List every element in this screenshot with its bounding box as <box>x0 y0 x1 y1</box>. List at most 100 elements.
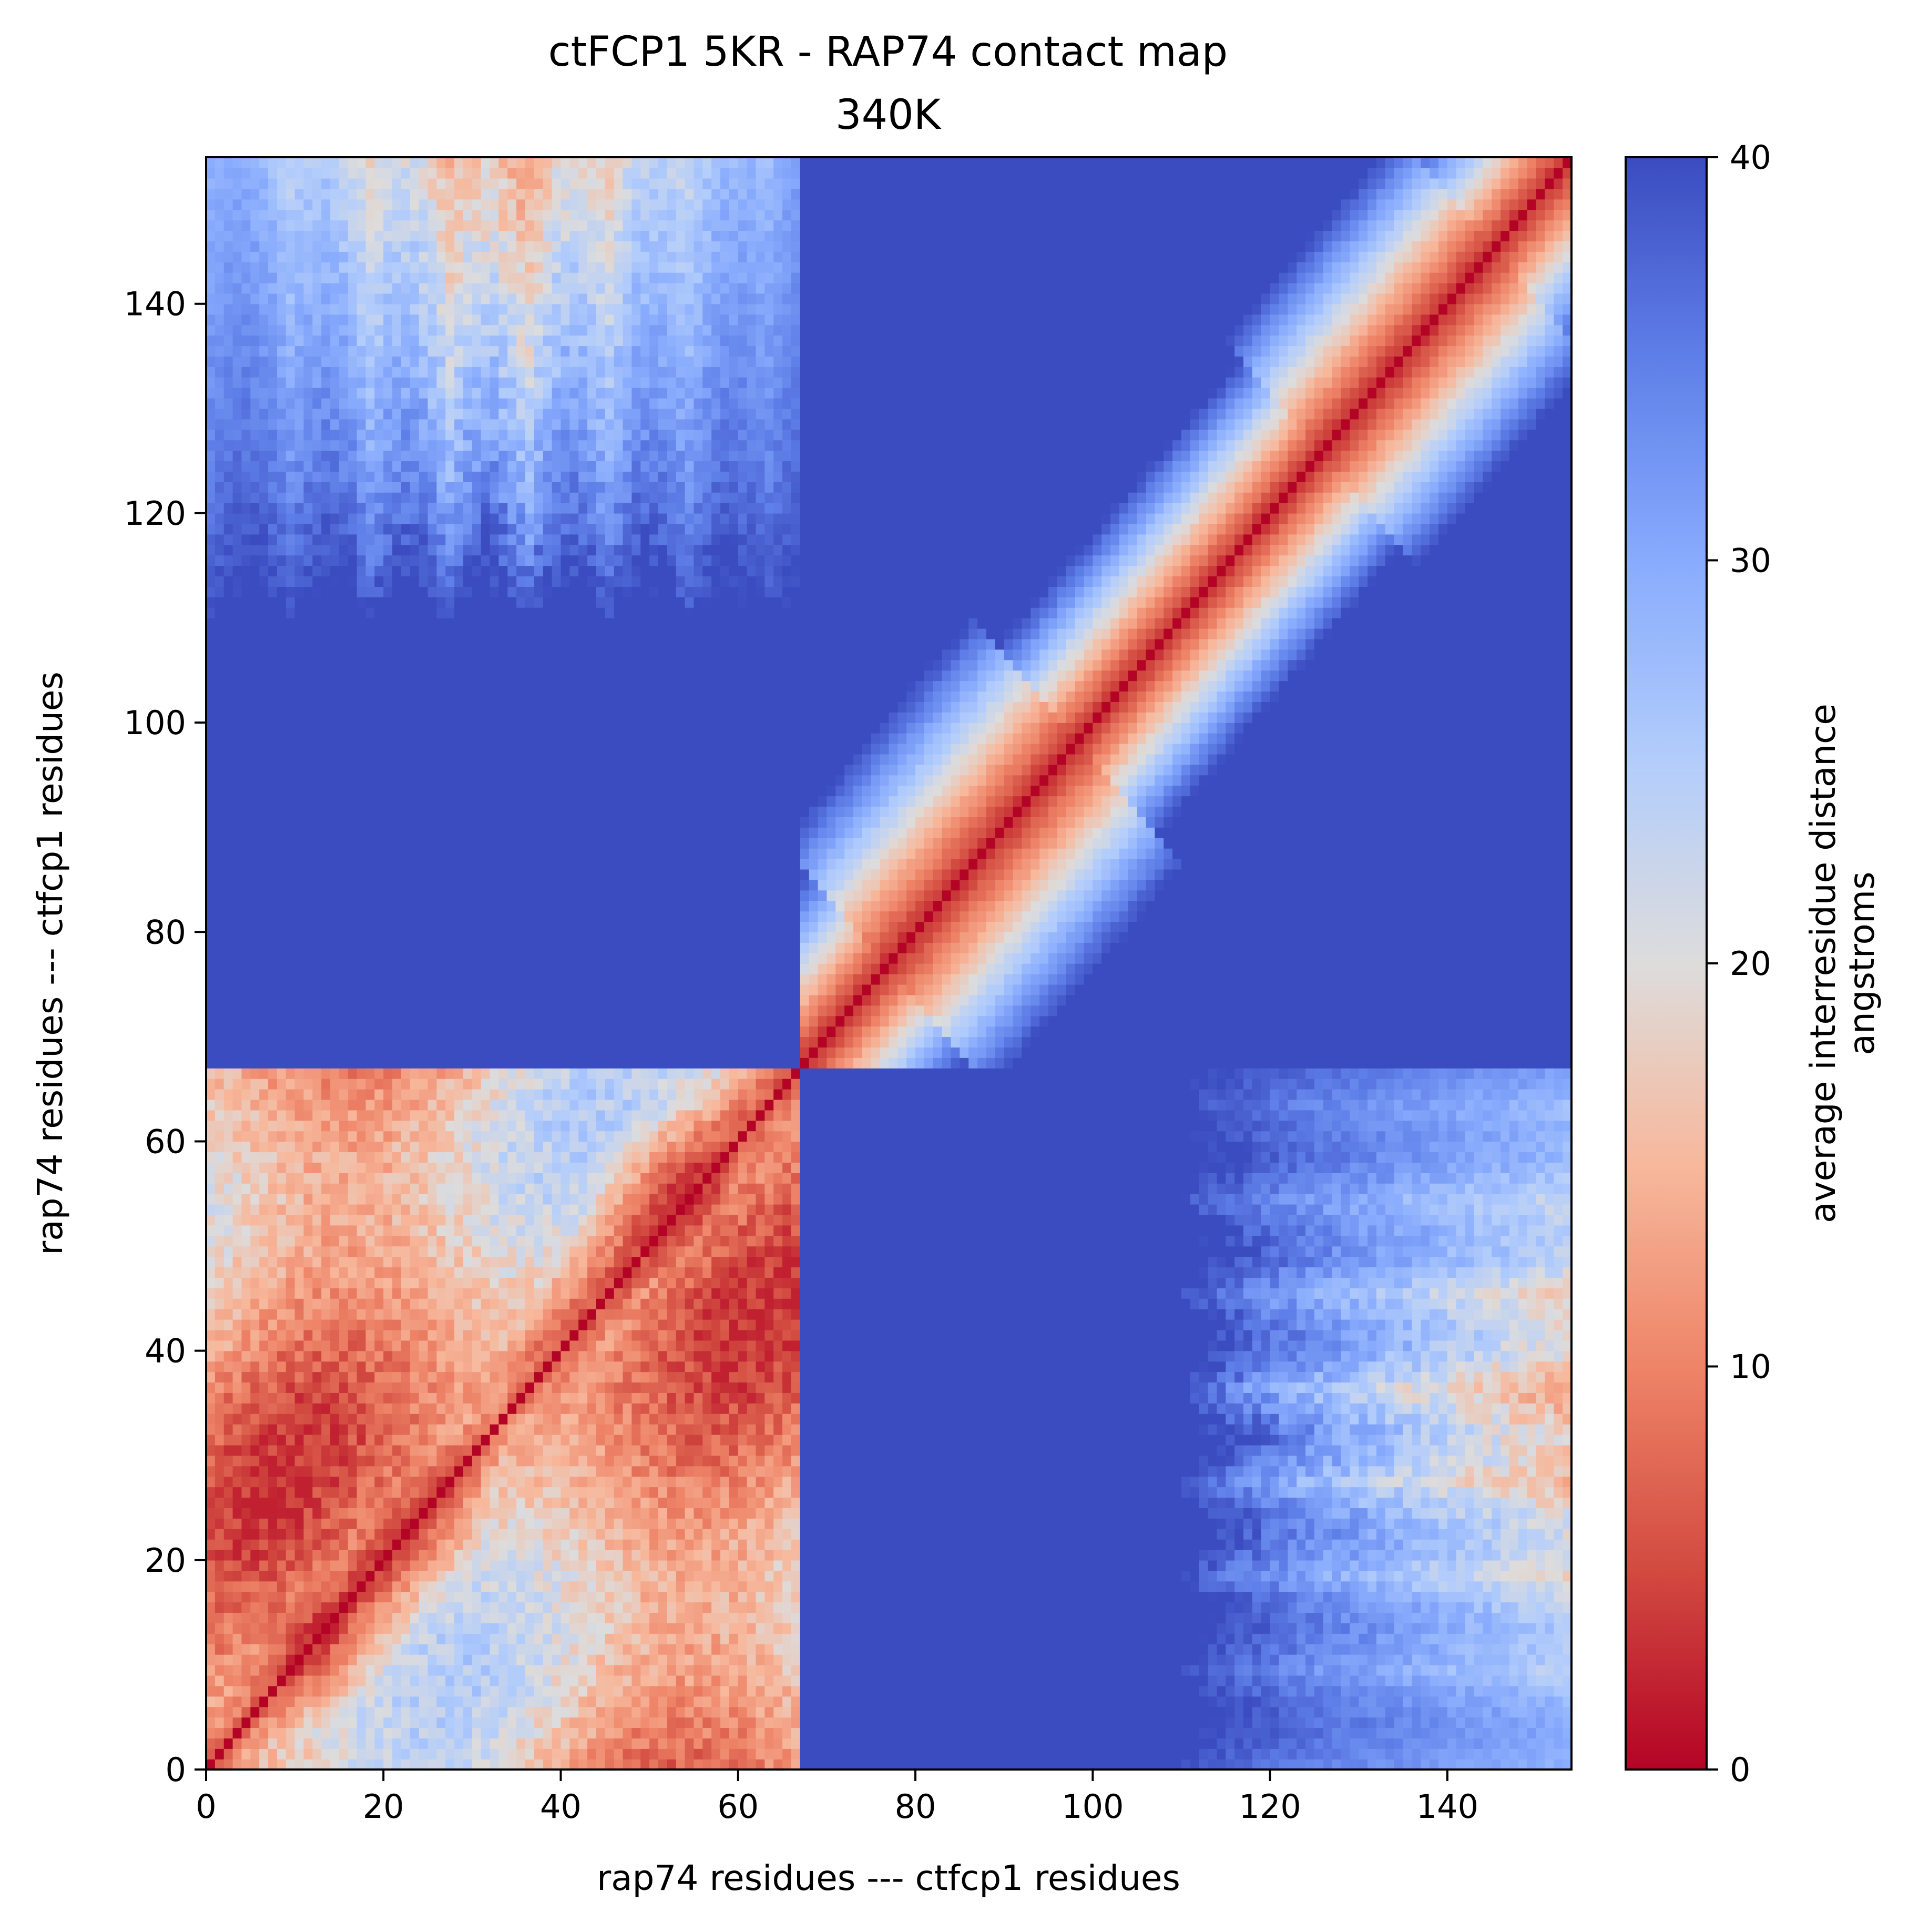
heatmap-cell <box>295 1539 304 1550</box>
heatmap-cell <box>499 1435 508 1446</box>
heatmap-cell <box>1128 1748 1138 1760</box>
heatmap-cell <box>1119 1518 1129 1529</box>
heatmap-cell <box>942 1550 952 1561</box>
heatmap-cell <box>534 1445 544 1456</box>
heatmap-cell <box>534 1487 544 1498</box>
heatmap-cell <box>924 1518 934 1529</box>
heatmap-cell <box>1048 1466 1058 1477</box>
heatmap-cell <box>1075 1738 1085 1749</box>
heatmap-cell <box>915 1717 925 1728</box>
heatmap-cell <box>951 1644 961 1655</box>
heatmap-cell <box>889 1487 899 1498</box>
heatmap-cell <box>605 1466 615 1477</box>
heatmap-cell <box>436 1707 446 1718</box>
heatmap-cell <box>906 1633 916 1644</box>
heatmap-cell <box>1341 1560 1351 1571</box>
heatmap-cell <box>516 1445 526 1456</box>
heatmap-cell <box>1048 1623 1058 1634</box>
heatmap-cell <box>915 1727 925 1738</box>
heatmap-cell <box>764 1581 774 1592</box>
heatmap-cell <box>1208 1487 1218 1498</box>
heatmap-cell <box>1403 1717 1413 1728</box>
heatmap-cell <box>233 1727 242 1738</box>
heatmap-cell <box>1101 1466 1111 1477</box>
heatmap-cell <box>986 1707 996 1718</box>
heatmap-cell <box>942 1571 952 1582</box>
heatmap-cell <box>295 1748 304 1760</box>
heatmap-cell <box>1367 1717 1377 1728</box>
heatmap-cell <box>1279 1602 1289 1613</box>
heatmap-cell <box>1465 1550 1475 1561</box>
heatmap-cell <box>1421 1602 1430 1613</box>
heatmap-cell <box>268 1738 278 1749</box>
heatmap-cell <box>844 1466 854 1477</box>
heatmap-cell <box>596 1654 606 1665</box>
heatmap-cell <box>1261 1707 1271 1718</box>
heatmap-cell <box>1483 1529 1492 1540</box>
heatmap-cell <box>694 1748 703 1760</box>
heatmap-cell <box>649 1560 659 1571</box>
heatmap-cell <box>525 1633 535 1644</box>
heatmap-cell <box>419 1477 428 1488</box>
heatmap-cell <box>986 1686 996 1697</box>
heatmap-cell <box>658 1518 668 1529</box>
heatmap-cell <box>623 1424 632 1435</box>
heatmap-cell <box>463 1633 473 1644</box>
heatmap-cell <box>1163 1435 1173 1446</box>
heatmap-cell <box>1261 1727 1271 1738</box>
heatmap-cell <box>224 1644 233 1655</box>
heatmap-cell <box>392 1665 402 1676</box>
heatmap-cell <box>729 1707 739 1718</box>
heatmap-cell <box>1146 1707 1156 1718</box>
heatmap-cell <box>1039 1748 1049 1760</box>
heatmap-cell <box>357 1529 366 1540</box>
heatmap-cell <box>1110 1654 1120 1665</box>
heatmap-cell <box>1536 1539 1546 1550</box>
heatmap-cell <box>206 1539 216 1550</box>
heatmap-cell <box>348 1654 358 1665</box>
heatmap-cell <box>286 1665 295 1676</box>
heatmap-cell <box>889 1529 899 1540</box>
heatmap-cell <box>640 1654 650 1665</box>
heatmap-cell <box>321 1717 331 1728</box>
heatmap-cell <box>445 1497 455 1508</box>
heatmap-cell <box>791 1477 801 1488</box>
heatmap-cell <box>569 1445 579 1456</box>
heatmap-cell <box>1297 1707 1306 1718</box>
heatmap-cell <box>1110 1466 1120 1477</box>
heatmap-cell <box>1288 1477 1297 1488</box>
heatmap-cell <box>1492 1466 1501 1477</box>
heatmap-cell <box>304 1477 313 1488</box>
heatmap-cell <box>1172 1602 1182 1613</box>
heatmap-cell <box>330 1539 340 1550</box>
heatmap-cell <box>906 1707 916 1718</box>
heatmap-cell <box>942 1560 952 1571</box>
heatmap-cell <box>1438 1707 1448 1718</box>
heatmap-cell <box>906 1602 916 1613</box>
heatmap-cell <box>809 1759 819 1770</box>
heatmap-cell <box>1217 1571 1226 1582</box>
heatmap-cell <box>791 1675 801 1686</box>
heatmap-cell <box>1288 1602 1297 1613</box>
heatmap-cell <box>835 1696 845 1707</box>
heatmap-cell <box>330 1707 340 1718</box>
heatmap-cell <box>552 1550 562 1561</box>
heatmap-cell <box>321 1477 331 1488</box>
heatmap-cell <box>392 1571 402 1582</box>
heatmap-cell <box>1279 1633 1289 1644</box>
heatmap-cell <box>1492 1686 1501 1697</box>
heatmap-cell <box>1341 1675 1351 1686</box>
heatmap-cell <box>889 1445 899 1456</box>
heatmap-cell <box>738 1592 748 1603</box>
heatmap-cell <box>1359 1518 1368 1529</box>
heatmap-cell <box>1234 1748 1244 1760</box>
heatmap-cell <box>1172 1592 1182 1603</box>
heatmap-cell <box>1208 1581 1218 1592</box>
heatmap-cell <box>366 1686 375 1697</box>
heatmap-cell <box>1022 1748 1031 1760</box>
heatmap-cell <box>1022 1435 1031 1446</box>
heatmap-cell <box>268 1571 278 1582</box>
heatmap-cell <box>1252 1539 1262 1550</box>
heatmap-cell <box>1323 1560 1333 1571</box>
heatmap-cell <box>764 1529 774 1540</box>
